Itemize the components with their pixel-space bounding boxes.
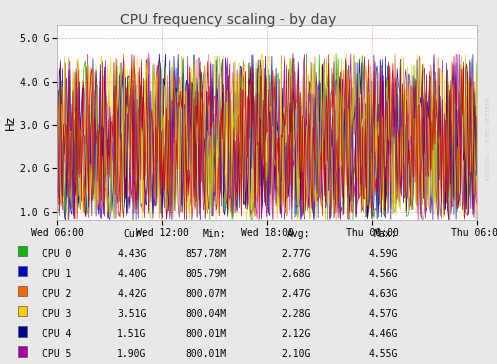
Text: 2.10G: 2.10G [281, 349, 311, 359]
Text: 805.79M: 805.79M [185, 269, 226, 279]
Text: CPU 0: CPU 0 [42, 249, 72, 259]
Y-axis label: Hz: Hz [4, 115, 17, 130]
Text: 800.01M: 800.01M [185, 349, 226, 359]
Text: CPU 1: CPU 1 [42, 269, 72, 279]
Text: CPU 2: CPU 2 [42, 289, 72, 299]
Text: 857.78M: 857.78M [185, 249, 226, 259]
Text: 2.68G: 2.68G [281, 269, 311, 279]
Text: Max:: Max: [374, 229, 398, 239]
Text: 1.51G: 1.51G [117, 329, 147, 339]
Text: 2.28G: 2.28G [281, 309, 311, 319]
Text: 4.40G: 4.40G [117, 269, 147, 279]
Text: CPU 3: CPU 3 [42, 309, 72, 319]
Text: 800.01M: 800.01M [185, 329, 226, 339]
Text: 2.12G: 2.12G [281, 329, 311, 339]
Text: RRDTOOL / TOBI OETIKER: RRDTOOL / TOBI OETIKER [486, 97, 491, 179]
Text: Min:: Min: [203, 229, 226, 239]
Text: CPU 5: CPU 5 [42, 349, 72, 359]
Text: 2.47G: 2.47G [281, 289, 311, 299]
Text: 4.56G: 4.56G [368, 269, 398, 279]
Text: 4.55G: 4.55G [368, 349, 398, 359]
Text: 4.57G: 4.57G [368, 309, 398, 319]
Text: 4.42G: 4.42G [117, 289, 147, 299]
Text: Cur:: Cur: [123, 229, 147, 239]
Text: 1.90G: 1.90G [117, 349, 147, 359]
Text: 2.77G: 2.77G [281, 249, 311, 259]
Text: 800.04M: 800.04M [185, 309, 226, 319]
Text: 4.63G: 4.63G [368, 289, 398, 299]
Text: 3.51G: 3.51G [117, 309, 147, 319]
Text: CPU 4: CPU 4 [42, 329, 72, 339]
Text: 4.46G: 4.46G [368, 329, 398, 339]
Text: CPU frequency scaling - by day: CPU frequency scaling - by day [120, 13, 337, 27]
Text: 4.59G: 4.59G [368, 249, 398, 259]
Text: 800.07M: 800.07M [185, 289, 226, 299]
Text: 4.43G: 4.43G [117, 249, 147, 259]
Text: Avg:: Avg: [287, 229, 311, 239]
